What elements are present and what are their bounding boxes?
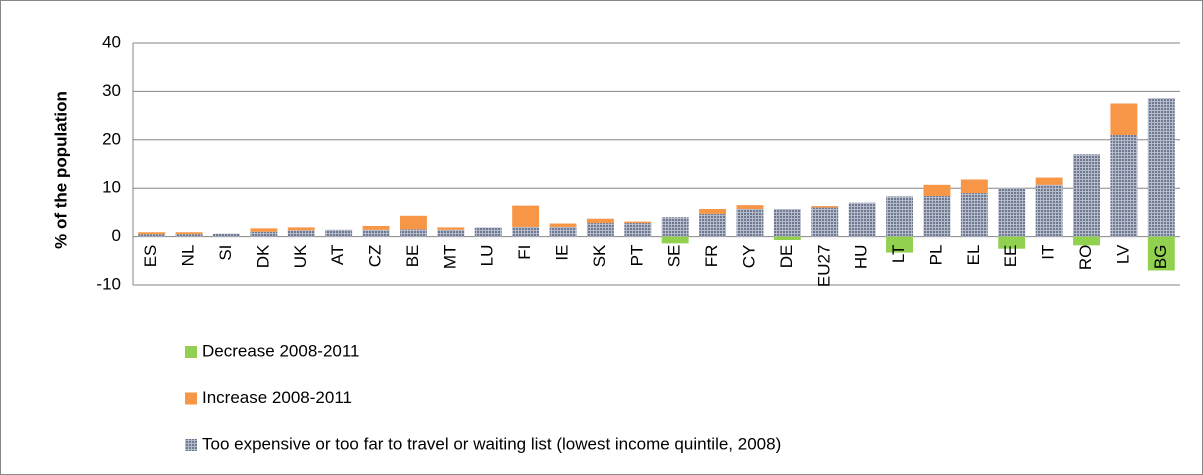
- bar-segment: [175, 234, 203, 237]
- bar-segment: [923, 195, 951, 237]
- x-tick-label: CY: [739, 245, 758, 269]
- y-tick-label: 0: [112, 226, 121, 245]
- bar-segment: [250, 231, 278, 237]
- bar-segment: [1073, 154, 1100, 237]
- bar-segment: [773, 236, 801, 240]
- bar-segment: [998, 188, 1026, 237]
- x-tick-label: LU: [478, 245, 497, 267]
- bar-segment: [848, 202, 876, 237]
- x-tick-label: RO: [1076, 245, 1095, 271]
- x-tick-label: PT: [627, 245, 646, 267]
- y-tick-label: 20: [102, 129, 121, 148]
- x-tick-label: SE: [665, 245, 684, 268]
- x-tick-label: SK: [590, 244, 609, 267]
- bar-segment: [399, 229, 427, 237]
- bar-segment: [287, 230, 315, 237]
- bar-segment: [512, 226, 540, 237]
- bar-segment: [437, 229, 465, 237]
- x-tick-label: SI: [216, 245, 235, 261]
- x-tick-label: UK: [291, 244, 310, 268]
- bar-segment: [624, 223, 652, 237]
- bar-segment: [138, 234, 166, 237]
- x-tick-label: AT: [328, 245, 347, 265]
- x-tick-label: DE: [777, 245, 796, 269]
- bar-segment: [1073, 236, 1100, 246]
- bar-segment: [960, 179, 988, 194]
- x-tick-label: IT: [1039, 245, 1058, 260]
- bar-segment: [362, 225, 390, 230]
- bar-segment: [811, 207, 839, 237]
- legend-label: Too expensive or too far to travel or wa…: [202, 434, 781, 453]
- bar-segment: [998, 236, 1026, 249]
- bar-segment: [549, 226, 577, 237]
- bar-segment: [1110, 134, 1138, 237]
- bar-segment: [773, 209, 801, 237]
- bar-segment: [661, 236, 689, 244]
- x-tick-label: FI: [515, 245, 534, 260]
- bar-segment: [886, 236, 914, 253]
- x-tick-label: EU27: [814, 245, 833, 288]
- bar-segment: [1035, 184, 1063, 237]
- x-tick-label: ES: [141, 245, 160, 268]
- bar-segment: [624, 221, 652, 224]
- x-tick-label: FR: [702, 245, 721, 268]
- bar-segment: [1035, 177, 1063, 185]
- y-tick-label: 10: [102, 178, 121, 197]
- bar-segment: [549, 223, 577, 227]
- bar-segment: [437, 227, 465, 230]
- bar-segment: [811, 206, 839, 208]
- bar-segment: [512, 205, 540, 227]
- bar-segment: [1110, 103, 1138, 135]
- bar-segment: [250, 228, 278, 232]
- y-tick-label: -10: [96, 274, 121, 293]
- bar-segment: [1147, 98, 1175, 237]
- x-tick-label: BE: [403, 245, 422, 268]
- bar-segment: [699, 209, 727, 214]
- x-tick-label: LT: [889, 245, 908, 264]
- y-tick-label: 40: [102, 32, 121, 51]
- y-axis-label: % of the population: [51, 91, 70, 249]
- bar-segment: [586, 218, 614, 224]
- y-tick-label: 30: [102, 81, 121, 100]
- bar-segment: [213, 233, 240, 237]
- bar-segment: [886, 196, 914, 237]
- bar-segment: [586, 223, 614, 237]
- x-tick-label: EL: [964, 245, 983, 266]
- bar-segment: [399, 215, 427, 230]
- legend-swatch: [185, 392, 197, 405]
- x-tick-label: CZ: [366, 245, 385, 268]
- bar-segment: [923, 184, 951, 196]
- x-tick-label: MT: [440, 245, 459, 270]
- bar-segment: [736, 205, 764, 210]
- bar-segment: [661, 217, 689, 237]
- x-tick-label: HU: [852, 245, 871, 270]
- bar-segment: [699, 213, 727, 237]
- x-tick-label: NL: [179, 245, 198, 267]
- legend-label: Increase 2008-2011: [202, 388, 352, 407]
- bar-segment: [362, 229, 390, 237]
- bar-segment: [325, 229, 353, 237]
- legend-label: Decrease 2008-2011: [202, 341, 360, 360]
- legend-swatch: [185, 346, 197, 358]
- x-tick-label: PL: [926, 245, 945, 266]
- bar-segment: [175, 232, 203, 235]
- x-tick-label: BG: [1151, 245, 1170, 270]
- x-tick-label: DK: [253, 244, 272, 268]
- bar-segment: [287, 227, 315, 231]
- bar-segment: [736, 209, 764, 237]
- x-tick-label: EE: [1001, 245, 1020, 268]
- legend-swatch: [185, 439, 197, 451]
- x-tick-label: IE: [553, 245, 572, 261]
- bar-segment: [1147, 236, 1175, 271]
- bar-segment: [138, 232, 166, 235]
- bar-segment: [474, 227, 502, 237]
- bar-segment: [960, 193, 988, 237]
- x-tick-label: LV: [1113, 244, 1132, 264]
